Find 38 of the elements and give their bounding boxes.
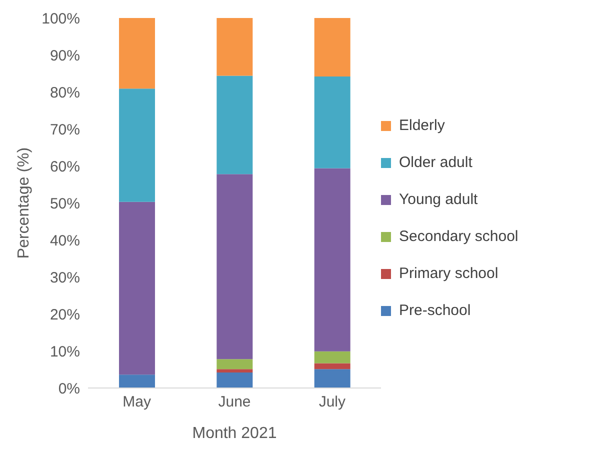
bar [119,18,155,89]
legend-label: Elderly [399,117,445,134]
y-tick-label: 70% [50,121,80,138]
x-tick-label: May [122,394,152,411]
y-tick-label: 10% [50,343,80,360]
bar [119,88,155,202]
bar [314,363,350,370]
y-axis-title: Percentage (%) [16,147,33,259]
y-tick-label: 20% [50,306,80,324]
legend-label: Pre-school [399,302,471,319]
x-tick-label: June [218,394,251,411]
bar [314,76,350,168]
y-tick-label: 30% [50,269,80,286]
legend-label: Primary school [399,265,498,282]
bar [314,369,350,388]
bar [314,18,350,76]
bar [216,18,253,76]
y-tick-label: 0% [58,380,80,398]
y-tick-label: 40% [50,232,80,250]
bar [314,168,350,352]
y-tick-label: 60% [50,158,80,176]
legend-label: Young adult [399,191,478,208]
y-tick-label: 90% [50,47,80,64]
bar [216,174,253,360]
y-tick-label: 80% [50,84,80,102]
x-tick-label: July [318,394,346,411]
legend-label: Secondary school [399,228,518,245]
bar [314,351,350,364]
bar [216,372,253,388]
bar [119,202,155,375]
bar [216,369,253,372]
bar [119,374,155,388]
legend-label: Older adult [399,154,472,171]
bar [216,76,253,174]
y-tick-label: 100% [42,10,80,28]
x-axis-title: Month 2021 [192,425,277,442]
bar [216,359,253,370]
y-tick-label: 50% [50,195,80,212]
